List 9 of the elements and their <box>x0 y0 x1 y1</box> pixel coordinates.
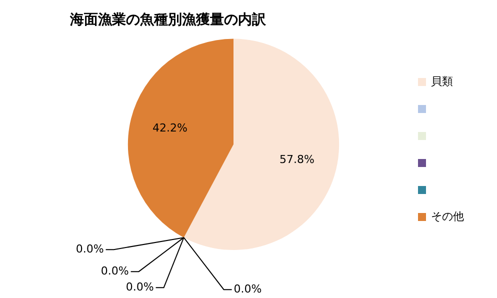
text: 0.0% <box>234 282 262 296</box>
legend-label: 貝類 <box>431 74 453 89</box>
legend-label: その他 <box>431 209 464 224</box>
text: 0.0% <box>100 264 129 278</box>
data-label: 42.2% <box>152 121 188 134</box>
text: 0.0% <box>76 242 104 256</box>
data-label: 57.8% <box>280 153 314 166</box>
text: 0.0% <box>126 280 154 294</box>
chart-title: 海面漁業の魚種別漁獲量の内訳 <box>69 12 267 28</box>
